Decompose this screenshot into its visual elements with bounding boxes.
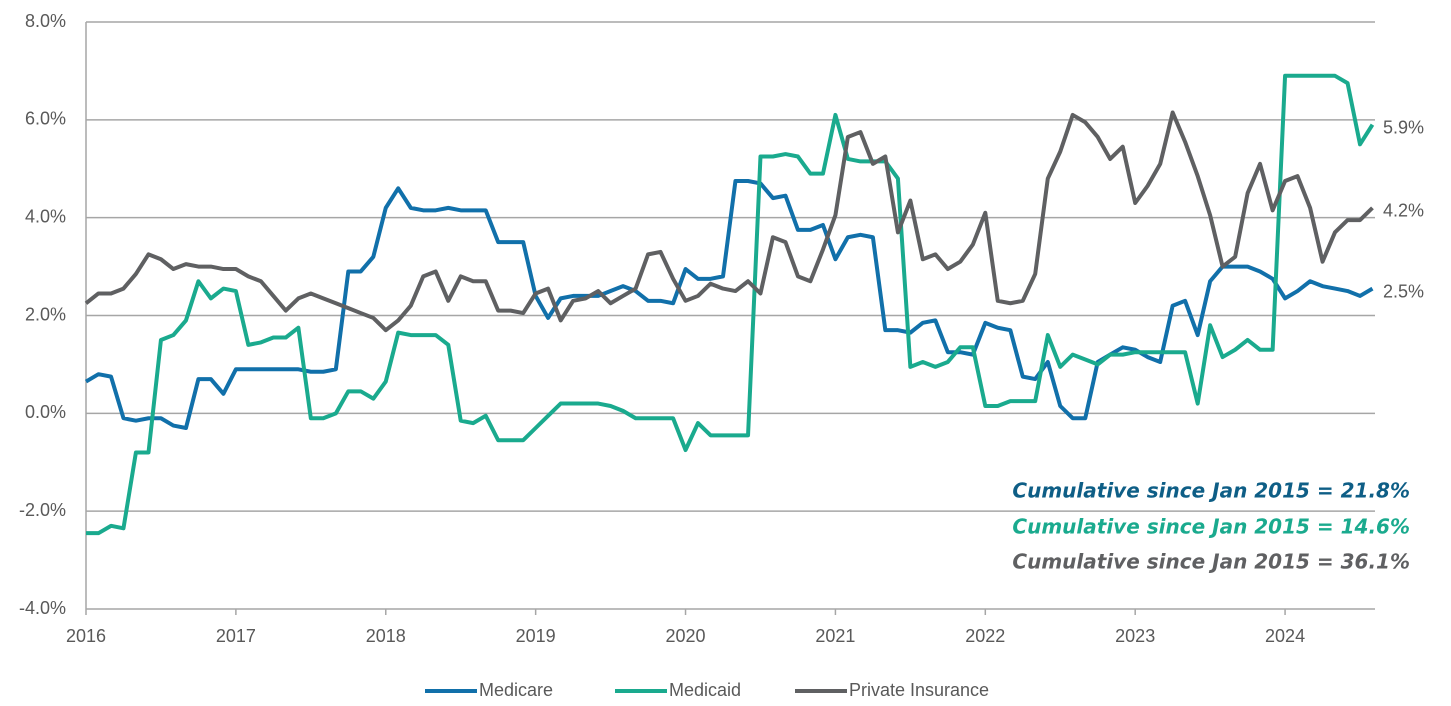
x-tick-label: 2023 <box>1115 626 1155 646</box>
legend-label: Medicaid <box>669 680 741 700</box>
y-tick-label: 4.0% <box>25 206 66 226</box>
y-tick-label: 6.0% <box>25 109 66 129</box>
x-tick-label: 2020 <box>666 626 706 646</box>
y-tick-label: 0.0% <box>25 402 66 422</box>
series-line <box>84 110 1374 333</box>
legend-label: Medicare <box>479 680 553 700</box>
x-tick-label: 2024 <box>1265 626 1305 646</box>
end-label: 5.9% <box>1383 117 1424 137</box>
x-tick-label: 2021 <box>815 626 855 646</box>
series-line <box>84 178 1374 431</box>
y-tick-label: -4.0% <box>19 598 66 618</box>
y-tick-label: 8.0% <box>25 11 66 31</box>
x-tick-label: 2018 <box>366 626 406 646</box>
series-line <box>86 73 1375 536</box>
x-tick-label: 2022 <box>965 626 1005 646</box>
y-tick-label: -2.0% <box>19 500 66 520</box>
x-tick-label: 2016 <box>66 626 106 646</box>
annotation: Cumulative since Jan 2015 = 14.6% <box>1012 515 1410 539</box>
x-tick-label: 2019 <box>516 626 556 646</box>
end-label: 4.2% <box>1383 201 1424 221</box>
end-label: 2.5% <box>1383 281 1424 301</box>
annotation: Cumulative since Jan 2015 = 21.8% <box>1012 479 1410 503</box>
y-tick-label: 2.0% <box>25 304 66 324</box>
legend-label: Private Insurance <box>849 680 989 700</box>
x-tick-label: 2017 <box>216 626 256 646</box>
annotation: Cumulative since Jan 2015 = 36.1% <box>1012 550 1410 574</box>
